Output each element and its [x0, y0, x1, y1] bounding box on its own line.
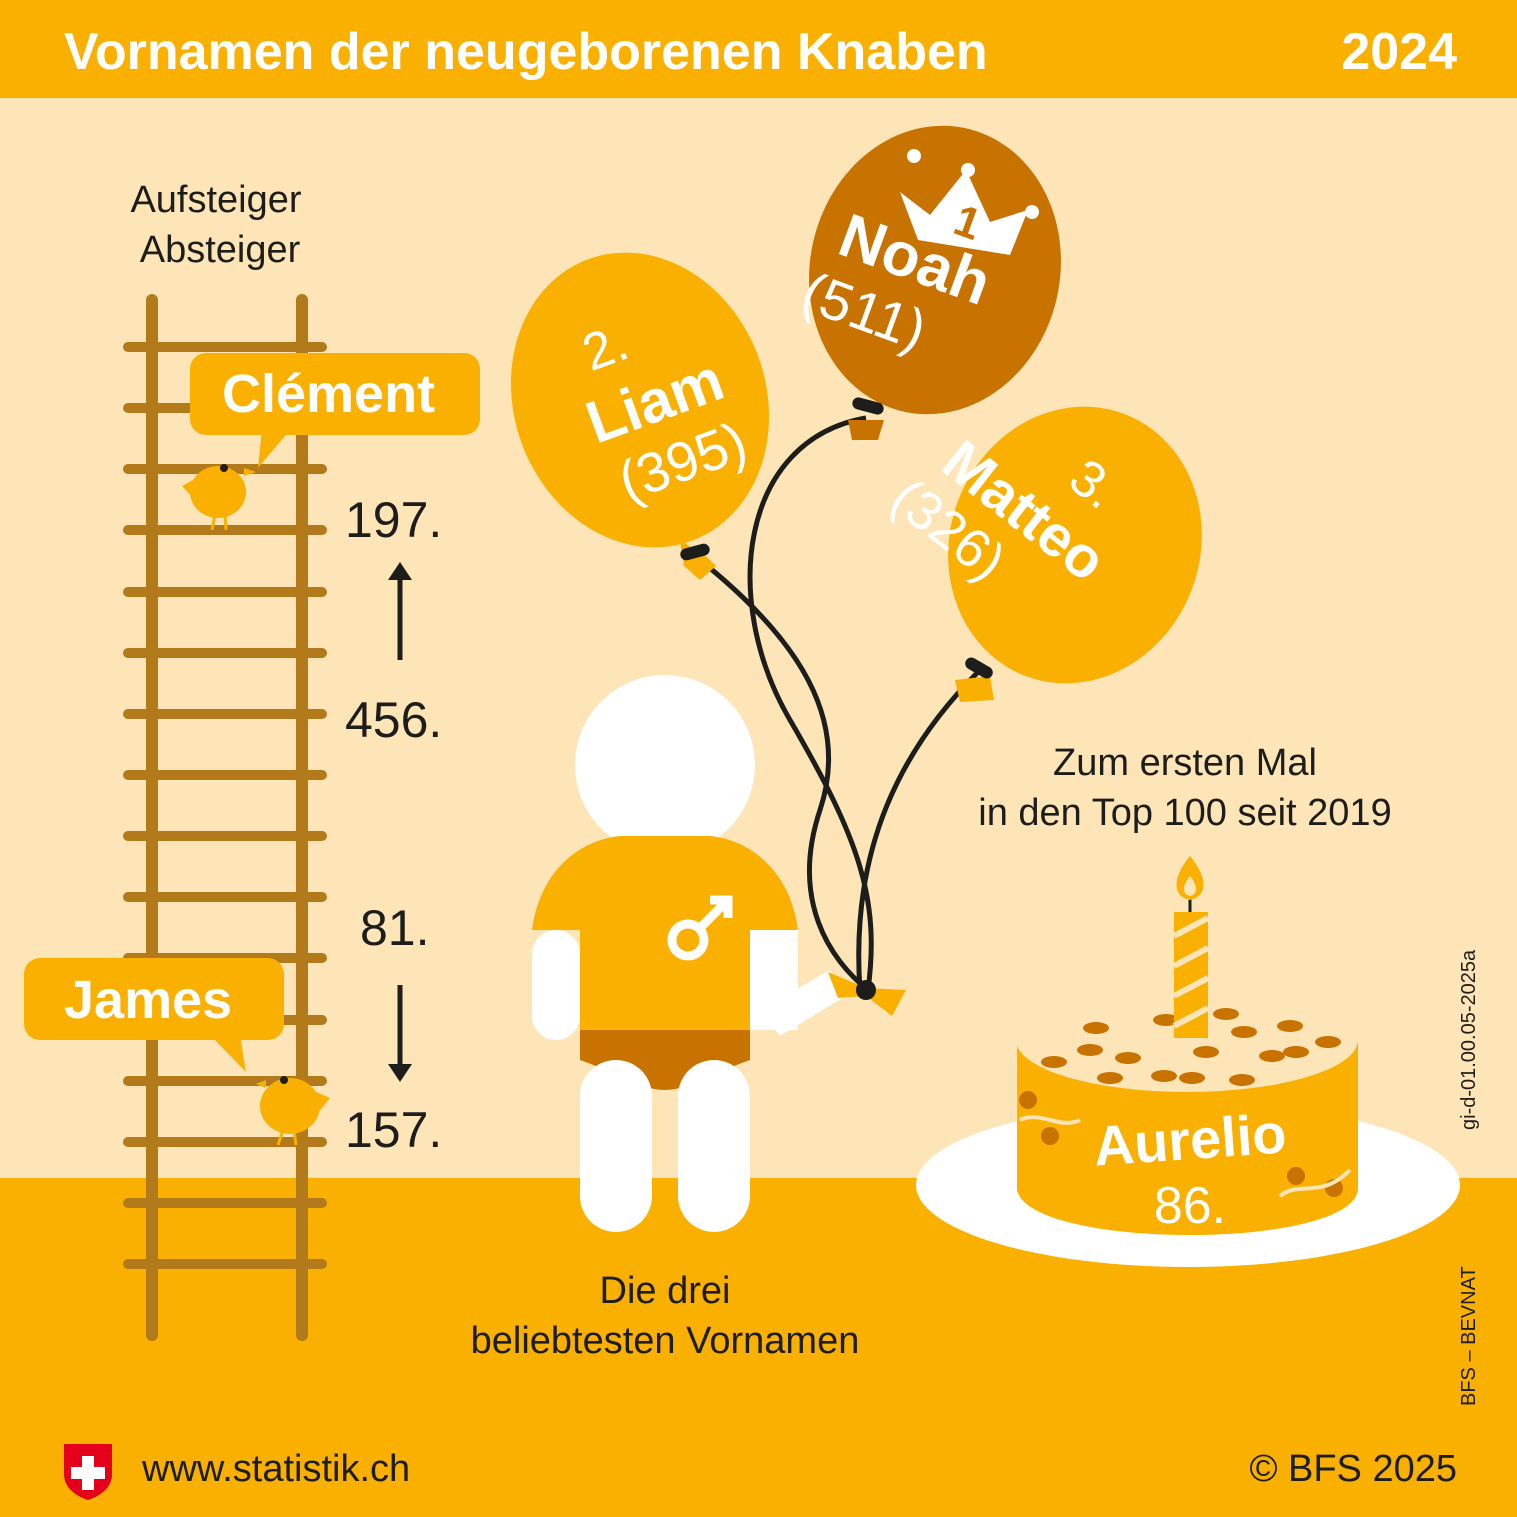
- rank-james-new: 157.: [345, 1102, 443, 1158]
- james-speech-bubble: [24, 958, 284, 1072]
- balloon-strings: [698, 415, 980, 992]
- newcomer-caption-line1: Zum ersten Mal: [1053, 742, 1317, 784]
- balloon-noah: [809, 125, 1061, 440]
- rank-james-old: 81.: [360, 900, 430, 956]
- year-label: 2024: [1341, 23, 1457, 81]
- legend-absteiger: Absteiger: [139, 229, 301, 271]
- newcomer-rank: 86.: [1153, 1177, 1227, 1235]
- balloon-matteo: [948, 406, 1202, 702]
- graphic-code: gi-d-01.00.05-2025a: [1458, 949, 1480, 1130]
- climber-down-name: James: [64, 970, 233, 1030]
- clement-speech-bubble: [190, 353, 480, 468]
- newcomer-caption-line2: in den Top 100 seit 2019: [978, 792, 1392, 834]
- bird-up-icon: [182, 464, 256, 531]
- data-source: BFS – BEVNAT: [1458, 1266, 1480, 1406]
- top3-caption-line2: beliebtesten Vornamen: [470, 1320, 860, 1362]
- footer-copyright: © BFS 2025: [1249, 1448, 1457, 1490]
- balloon-liam: [510, 252, 770, 580]
- header-bar: Vornamen der neugeborenen Knaben 2024: [0, 0, 1517, 98]
- arrow-down-icon: [388, 985, 412, 1082]
- top3-caption-line1: Die drei: [599, 1270, 731, 1312]
- swiss-cross-logo: [64, 1444, 112, 1500]
- arrow-up-icon: [388, 562, 412, 660]
- ladder: [123, 294, 327, 1341]
- page-title: Vornamen der neugeborenen Knaben: [64, 23, 988, 81]
- climber-up-name: Clément: [222, 364, 436, 424]
- footer-url-link[interactable]: www.statistik.ch: [142, 1448, 411, 1490]
- birthday-cake: [916, 856, 1460, 1267]
- rank-clement-old: 456.: [345, 692, 443, 748]
- baby-figure: [532, 675, 906, 1232]
- bird-down-icon: [256, 1076, 330, 1146]
- crown-icon: [900, 149, 1039, 255]
- rank-clement-new: 197.: [345, 492, 443, 548]
- male-symbol-icon: [667, 895, 733, 961]
- legend-aufsteiger: Aufsteiger: [130, 179, 302, 221]
